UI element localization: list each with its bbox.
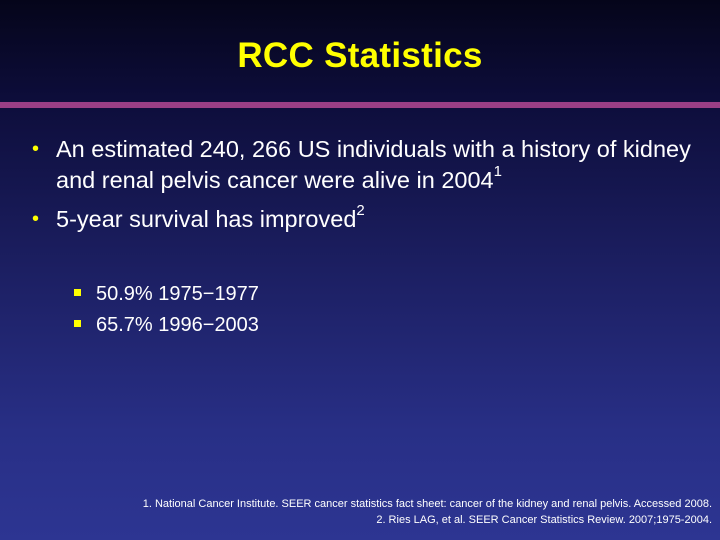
reference-line: 2. Ries LAG, et al. SEER Cancer Statisti…	[376, 514, 712, 526]
reference-line: 1. National Cancer Institute. SEER cance…	[142, 498, 712, 510]
sub-bullet-list: 50.9% 1975−1977 65.7% 1996−2003	[74, 279, 259, 341]
square-bullet-icon	[74, 289, 81, 296]
bullet-text: 5-year survival has improved	[56, 206, 357, 232]
bullet-item: • An estimated 240, 266 US individuals w…	[32, 134, 702, 196]
bullet-dot-icon: •	[32, 138, 40, 160]
square-bullet-icon	[74, 320, 81, 327]
bullet-list: • An estimated 240, 266 US individuals w…	[32, 134, 702, 243]
footnote-ref: 1	[493, 163, 502, 181]
sub-bullet-text: 65.7% 1996−2003	[96, 314, 259, 336]
references: 1. National Cancer Institute. SEER cance…	[143, 496, 712, 528]
slide-title: RCC Statistics	[237, 36, 483, 75]
title-divider	[0, 102, 720, 108]
sub-bullet-text: 50.9% 1975−1977	[96, 283, 259, 305]
bullet-dot-icon: •	[32, 208, 40, 230]
sub-bullet-item: 50.9% 1975−1977	[74, 279, 259, 310]
bullet-item: • 5-year survival has improved2	[32, 202, 702, 235]
footnote-ref: 2	[356, 202, 365, 220]
sub-bullet-item: 65.7% 1996−2003	[74, 310, 259, 341]
bullet-text: An estimated 240, 266 US individuals wit…	[56, 136, 691, 193]
